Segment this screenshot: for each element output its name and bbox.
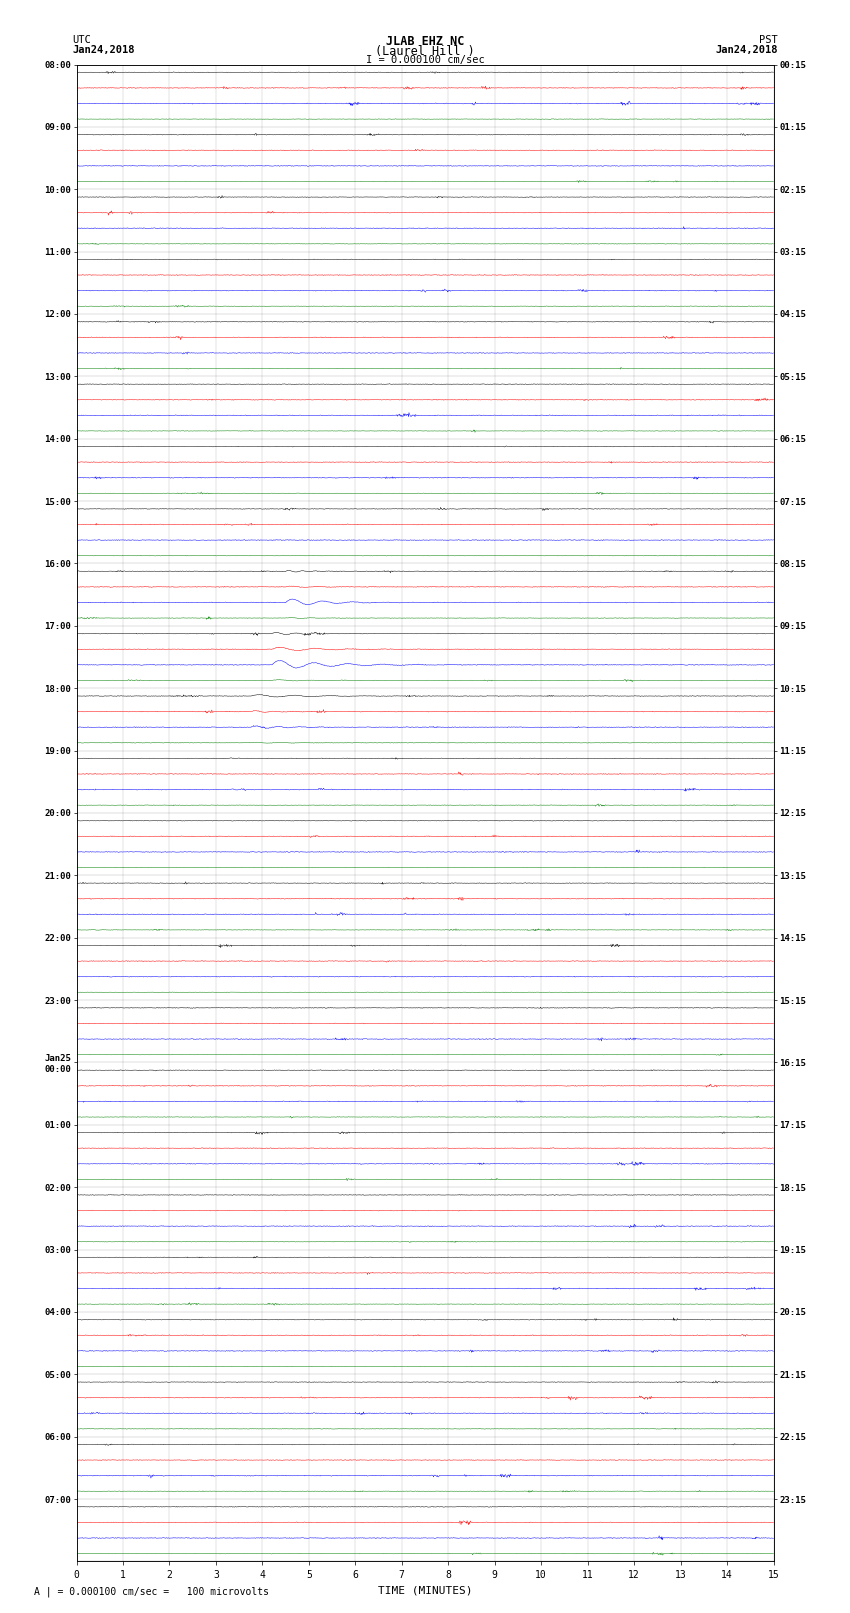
Text: Jan24,2018: Jan24,2018 — [72, 45, 135, 55]
Text: (Laurel Hill ): (Laurel Hill ) — [375, 45, 475, 58]
Text: JLAB EHZ NC: JLAB EHZ NC — [386, 35, 464, 48]
Text: Jan24,2018: Jan24,2018 — [715, 45, 778, 55]
Text: UTC: UTC — [72, 35, 91, 45]
Text: PST: PST — [759, 35, 778, 45]
Text: I = 0.000100 cm/sec: I = 0.000100 cm/sec — [366, 55, 484, 65]
X-axis label: TIME (MINUTES): TIME (MINUTES) — [377, 1586, 473, 1595]
Text: A | = 0.000100 cm/sec =   100 microvolts: A | = 0.000100 cm/sec = 100 microvolts — [34, 1586, 269, 1597]
